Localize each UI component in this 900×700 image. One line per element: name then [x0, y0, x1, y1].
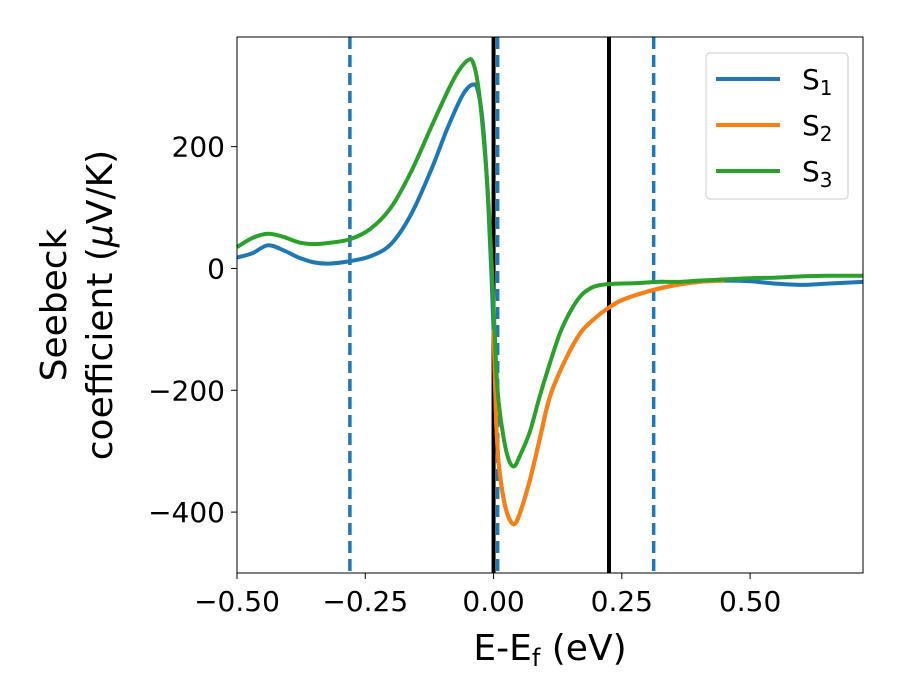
y-tick-label: −400 — [148, 496, 225, 529]
y-tick-label: −200 — [148, 374, 225, 407]
plot-frame — [236, 36, 864, 574]
y-axis-label: Seebeck coefficient (μV/K) — [34, 150, 121, 460]
y-axis-ticks: 200 0 −200 −400 — [148, 131, 237, 529]
x-tick-label: 0.50 — [719, 585, 781, 618]
x-axis-ticks: −0.50 −0.25 0.00 0.25 0.50 — [194, 573, 781, 618]
series-line-s3 — [235, 57, 864, 469]
x-tick-label: 0.00 — [462, 585, 524, 618]
series-lines — [235, 57, 864, 527]
y-axis-label-line2: coefficient (μV/K) — [80, 150, 121, 460]
x-tick-label: 0.25 — [591, 585, 653, 618]
x-tick-label: −0.25 — [322, 585, 408, 618]
x-tick-label: −0.50 — [194, 585, 280, 618]
series-line-s2 — [491, 278, 725, 527]
legend-label-s1: S1 — [802, 63, 833, 100]
legend-label-s2: S2 — [802, 109, 833, 146]
y-axis-label-line1: Seebeck — [34, 228, 75, 381]
y-tick-label: 0 — [207, 252, 225, 285]
x-axis-label: E-Ef (eV) — [473, 628, 626, 672]
y-tick-label: 200 — [172, 131, 225, 164]
legend-label-s3: S3 — [802, 155, 833, 192]
legend: S1 S2 S3 — [705, 52, 849, 200]
